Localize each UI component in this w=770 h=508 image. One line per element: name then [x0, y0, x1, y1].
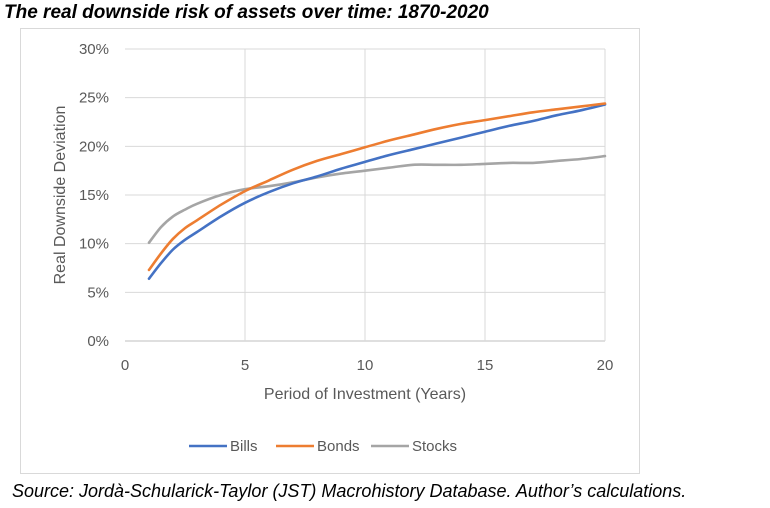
chart-title: The real downside risk of assets over ti… — [4, 2, 489, 23]
legend-label-stocks: Stocks — [412, 438, 457, 455]
x-tick-label: 10 — [357, 357, 374, 374]
x-tick-label: 5 — [241, 357, 249, 374]
series-line-stocks — [147, 154, 607, 244]
x-axis-label: Period of Investment (Years) — [264, 386, 466, 403]
chart-frame — [20, 28, 640, 474]
y-tick-label: 5% — [87, 284, 109, 301]
y-tick-label: 25% — [79, 90, 109, 107]
legend-label-bills: Bills — [230, 438, 258, 455]
x-tick-label: 0 — [121, 357, 129, 374]
y-tick-label: 15% — [79, 187, 109, 204]
x-tick-label: 20 — [597, 357, 614, 374]
y-axis-label: Real Downside Deviation — [52, 106, 69, 285]
y-tick-label: 0% — [87, 333, 109, 350]
series-line-bills — [147, 103, 607, 280]
y-tick-label: 30% — [79, 41, 109, 58]
series-line-bonds — [147, 102, 607, 272]
y-tick-label: 20% — [79, 138, 109, 155]
y-tick-label: 10% — [79, 236, 109, 253]
legend-label-bonds: Bonds — [317, 438, 360, 455]
source-note: Source: Jordà-Schularick-Taylor (JST) Ma… — [12, 481, 687, 501]
x-tick-label: 15 — [477, 357, 494, 374]
